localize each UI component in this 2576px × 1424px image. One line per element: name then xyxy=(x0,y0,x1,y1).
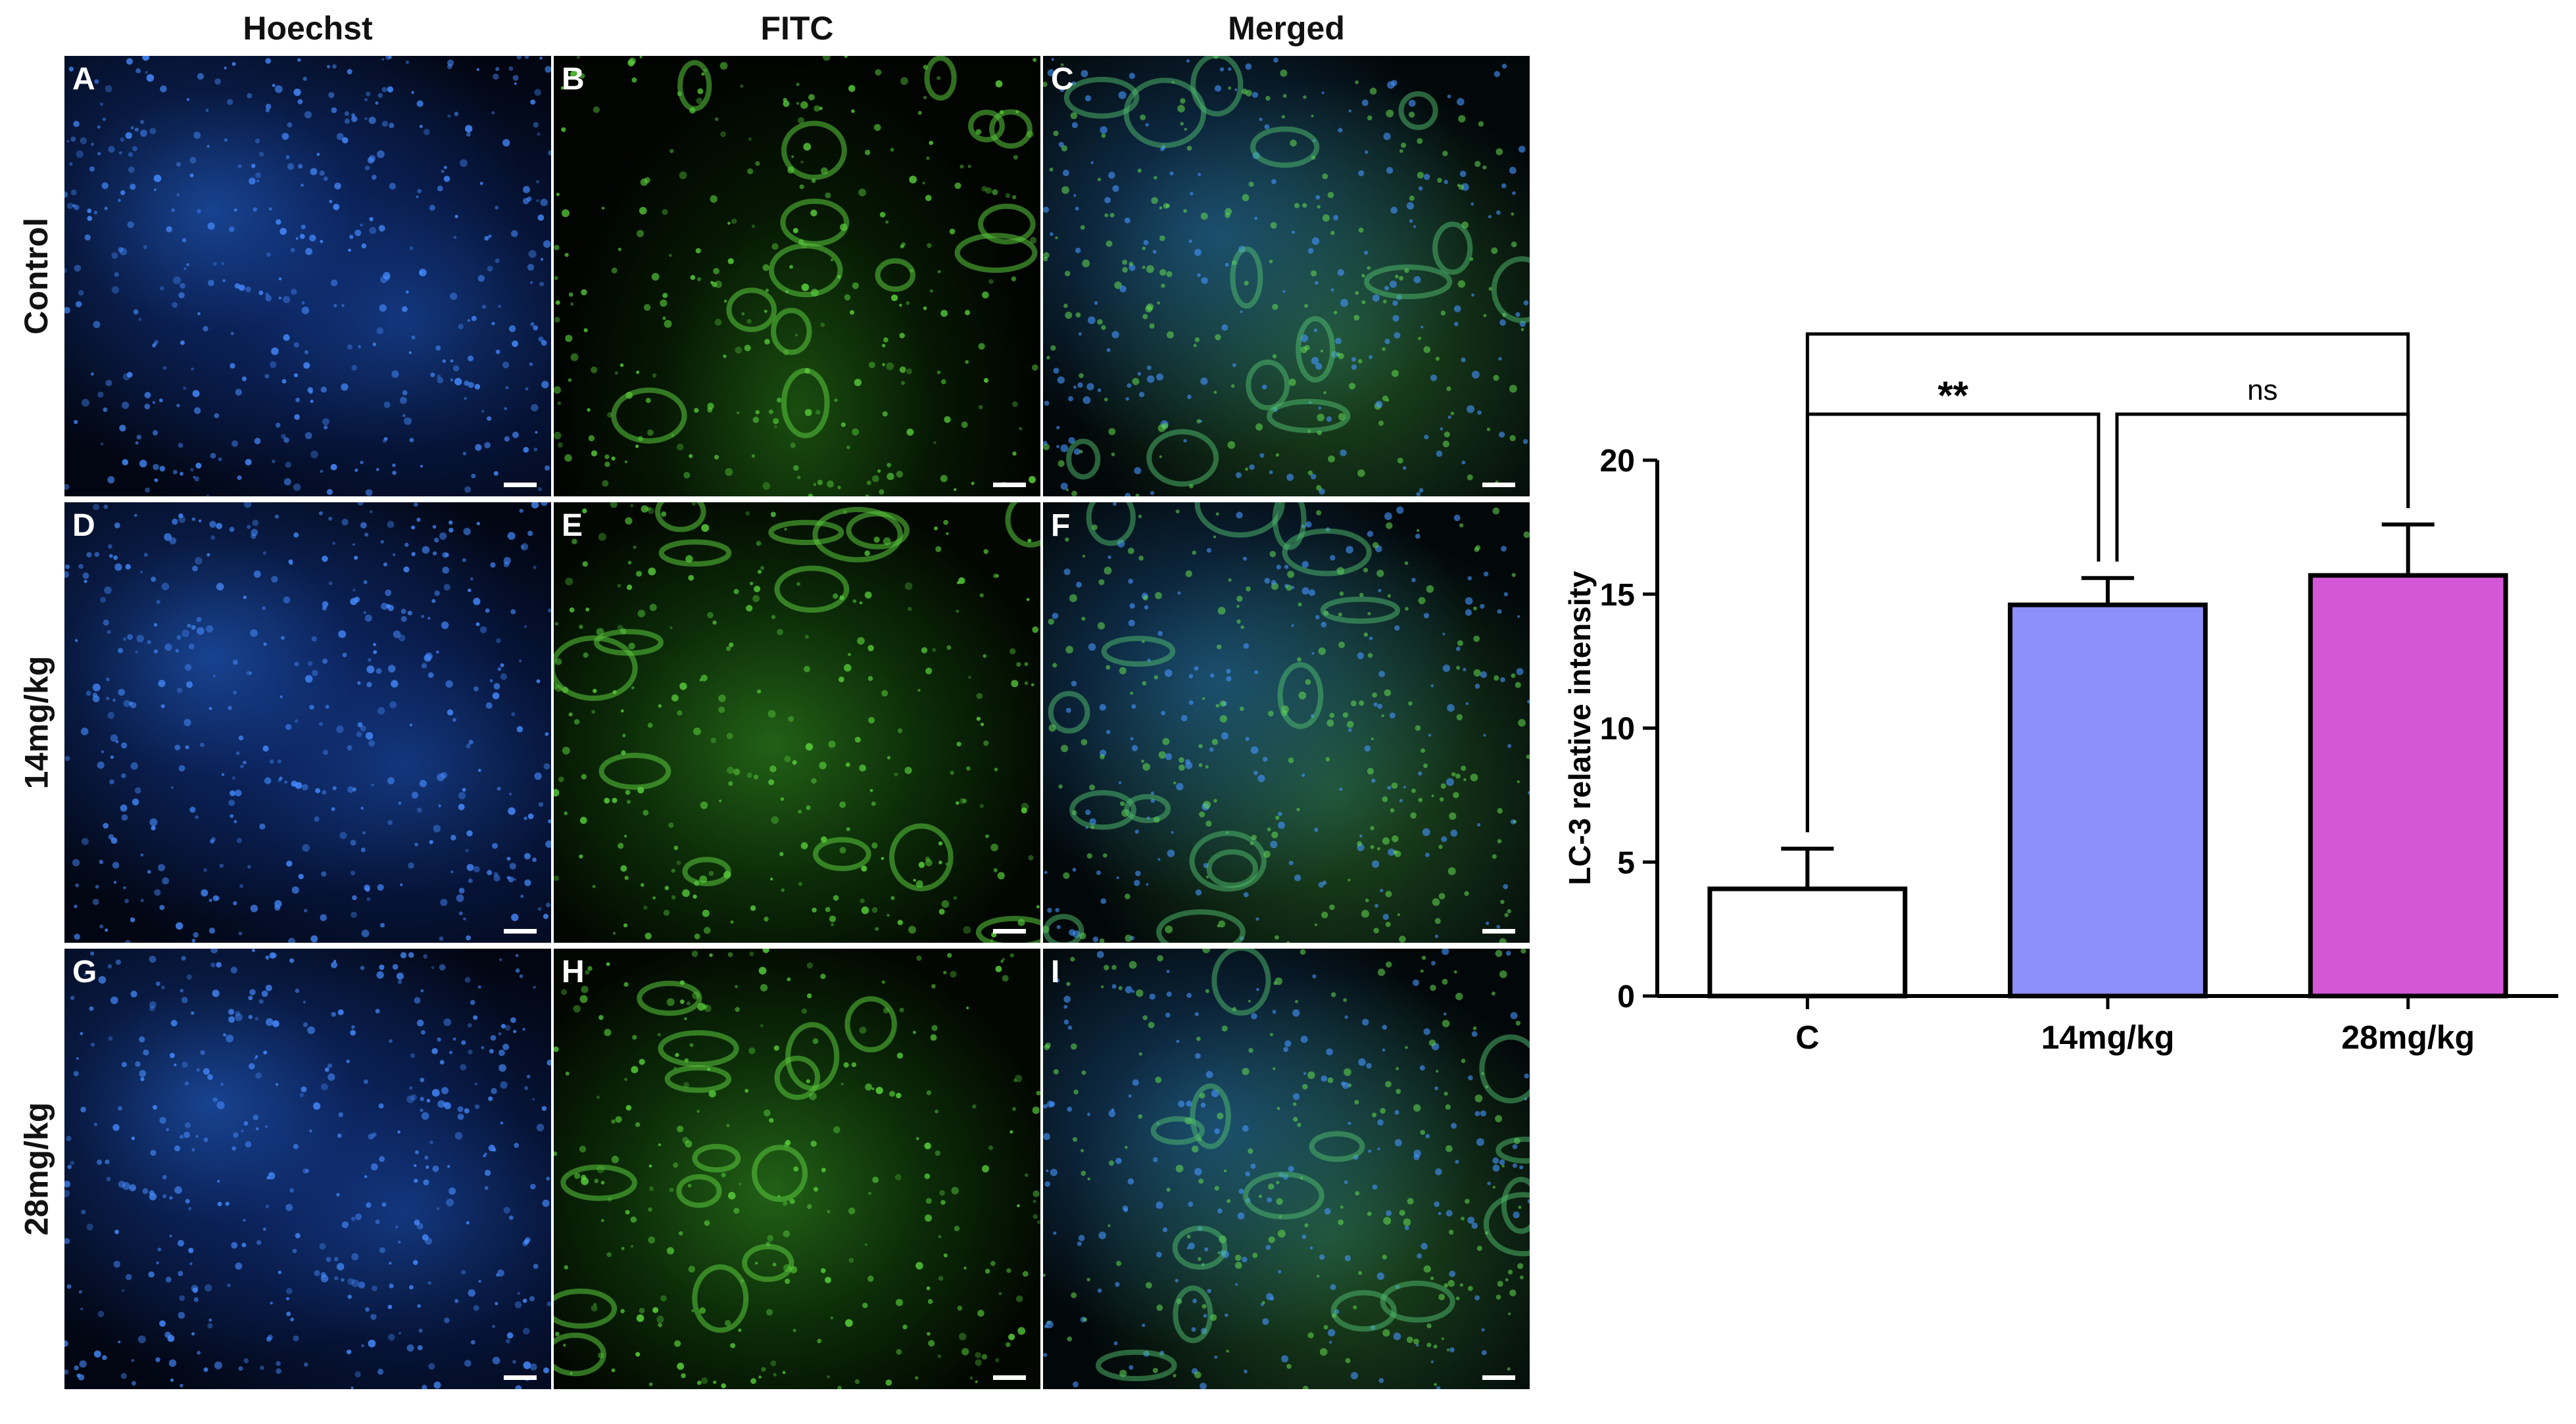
tissue-texture xyxy=(1043,949,1530,1389)
significance-label-3: ns xyxy=(2247,374,2277,406)
significance-label-2: ** xyxy=(1937,373,1968,417)
tissue-texture xyxy=(64,502,551,943)
lc3-bar-chart: 0 5 10 15 20 LC-3 relative intensity C 14mg/kg 2… xyxy=(1563,329,2558,1056)
bar-1 xyxy=(1707,886,1908,999)
micrograph-panel-i: I xyxy=(1043,949,1530,1389)
panel-letter-c: C xyxy=(1051,62,1074,97)
column-header-fitc: FITC xyxy=(760,10,834,47)
micrograph-panel-c: C xyxy=(1043,56,1530,496)
significance-bracket-3 xyxy=(2115,412,2410,562)
scale-bar xyxy=(1482,483,1515,487)
panel-letter-f: F xyxy=(1051,508,1071,543)
scale-bar xyxy=(1482,1375,1515,1380)
micrograph-panel-h: H xyxy=(554,949,1040,1389)
column-header-hoechst: Hoechst xyxy=(243,10,373,47)
scale-bar xyxy=(504,483,537,487)
micrograph-panel-b: B xyxy=(554,56,1040,496)
tissue-texture xyxy=(64,949,551,1389)
panel-letter-e: E xyxy=(562,508,583,543)
row-label-control: Control xyxy=(0,56,72,496)
scale-bar xyxy=(993,929,1026,934)
row-label-14mgkg-text: 14mg/kg xyxy=(18,655,55,790)
bar-3 xyxy=(2308,573,2508,999)
tissue-texture xyxy=(554,56,1038,496)
panel-letter-i: I xyxy=(1051,955,1060,989)
panel-letter-h: H xyxy=(562,955,585,989)
x-tick-label: C xyxy=(1795,1019,1819,1056)
tissue-texture xyxy=(554,502,1040,943)
micrograph-panel-f: F xyxy=(1043,502,1530,943)
y-tick-label: 0 xyxy=(1617,980,1635,1014)
micrograph-panel-g: G xyxy=(64,949,551,1389)
row-label-control-text: Control xyxy=(18,218,55,335)
panel-letter-b: B xyxy=(562,62,585,97)
bar-2 xyxy=(2008,602,2208,999)
micrograph-panel-d: D xyxy=(64,502,551,943)
y-tick-label: 15 xyxy=(1600,578,1635,613)
y-tick-label: 5 xyxy=(1617,845,1635,880)
tissue-texture xyxy=(1043,56,1530,496)
panel-letter-g: G xyxy=(72,955,97,989)
column-header-merged: Merged xyxy=(1228,10,1345,47)
y-tick-label: 10 xyxy=(1600,712,1635,747)
significance-bracket-2 xyxy=(1805,412,2101,832)
row-label-28mgkg-text: 28mg/kg xyxy=(18,1102,55,1236)
scale-bar xyxy=(504,1375,537,1380)
tissue-texture xyxy=(554,949,1040,1389)
row-label-14mgkg: 14mg/kg xyxy=(0,502,72,943)
y-tick-label: 20 xyxy=(1600,444,1635,479)
tissue-texture xyxy=(64,56,551,496)
panel-letter-d: D xyxy=(72,508,95,543)
significance-label-1: ** xyxy=(2093,329,2124,337)
scale-bar xyxy=(1482,929,1515,934)
micrograph-panel-e: E xyxy=(554,502,1040,943)
x-tick-label: 14mg/kg xyxy=(2041,1019,2175,1056)
scale-bar xyxy=(993,1375,1026,1380)
tissue-texture xyxy=(1043,502,1530,943)
micrograph-panel-a: A xyxy=(64,56,551,496)
scale-bar xyxy=(993,483,1026,487)
x-tick-label: 28mg/kg xyxy=(2341,1019,2475,1056)
row-label-28mgkg: 28mg/kg xyxy=(0,949,72,1389)
y-axis-label: LC-3 relative intensity xyxy=(1563,571,1597,885)
panel-letter-a: A xyxy=(72,62,95,97)
scale-bar xyxy=(504,929,537,934)
